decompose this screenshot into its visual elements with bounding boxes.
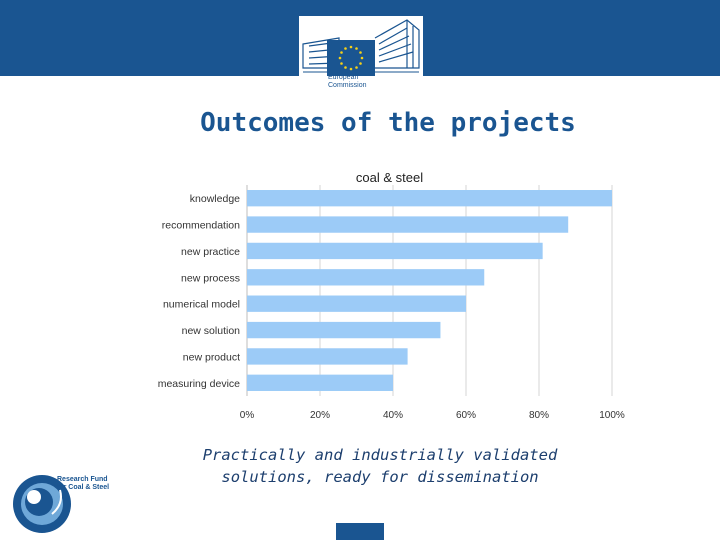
eu-star bbox=[359, 51, 362, 54]
eu-star bbox=[338, 56, 342, 60]
eu-commission-building-flag-icon bbox=[299, 16, 423, 100]
eu-star bbox=[360, 56, 364, 60]
rfcs-logo-text: Research Fund for Coal & Steel bbox=[57, 476, 109, 492]
eu-star bbox=[355, 47, 358, 50]
x-tick-label: 100% bbox=[599, 410, 625, 421]
rfcs-line-1: Research Fund bbox=[57, 476, 108, 483]
eu-star bbox=[340, 62, 343, 65]
chart-title: coal & steel bbox=[356, 170, 423, 185]
x-tick-label: 80% bbox=[529, 410, 549, 421]
page-title: Outcomes of the projects bbox=[200, 108, 576, 138]
eu-commission-logo-text: European Commission bbox=[328, 74, 367, 90]
eu-star bbox=[355, 66, 358, 69]
eu-star bbox=[344, 66, 347, 69]
bar bbox=[247, 269, 485, 286]
x-tick-label: 60% bbox=[456, 410, 476, 421]
bar bbox=[247, 216, 569, 233]
footer-accent-bar bbox=[336, 523, 384, 540]
bar bbox=[247, 348, 408, 365]
y-category-label: new process bbox=[181, 272, 240, 284]
eu-star bbox=[359, 62, 362, 65]
page-subtitle: Practically and industrially validated s… bbox=[160, 444, 600, 488]
bar bbox=[247, 321, 441, 339]
eu-star bbox=[349, 67, 353, 71]
y-category-label: new product bbox=[183, 351, 240, 363]
x-tick-label: 20% bbox=[310, 410, 330, 421]
logo-line-1: European bbox=[328, 74, 359, 81]
bar bbox=[247, 242, 543, 260]
logo-line-2: Commission bbox=[328, 82, 367, 89]
bar-chart: coal & steel 0% 20% 40% 60% 80% 100% knowledge r… bbox=[158, 170, 625, 421]
rfcs-line-2: for Coal & Steel bbox=[57, 484, 110, 491]
x-tick-label: 40% bbox=[383, 410, 403, 421]
eu-star bbox=[349, 45, 353, 49]
rfcs-circle-logo-icon bbox=[12, 474, 76, 536]
y-category-label: new practice bbox=[181, 246, 240, 258]
y-category-label: measuring device bbox=[158, 378, 240, 390]
y-category-label: knowledge bbox=[190, 193, 240, 205]
eu-star bbox=[340, 51, 343, 54]
bar bbox=[247, 190, 612, 207]
bar bbox=[247, 374, 393, 391]
y-category-label: new solution bbox=[182, 325, 241, 337]
y-category-label: recommendation bbox=[162, 220, 240, 232]
bar bbox=[247, 295, 466, 312]
subtitle-line-1: Practically and industrially validated bbox=[202, 446, 558, 464]
eu-star bbox=[344, 47, 347, 50]
x-tick-label: 0% bbox=[240, 410, 255, 421]
subtitle-line-2: solutions, ready for dissemination bbox=[221, 468, 539, 486]
y-category-label: numerical model bbox=[163, 299, 240, 311]
